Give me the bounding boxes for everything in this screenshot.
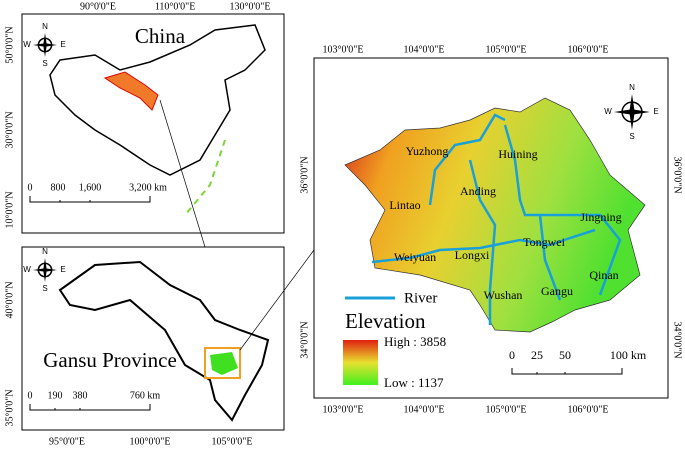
place-label: Yuzhong xyxy=(406,144,449,158)
scale-label: 380 xyxy=(73,390,88,401)
compass: N W E S xyxy=(604,83,658,141)
tick-label: 106°0'0"E xyxy=(568,404,609,415)
tick-label: 10°0'0"N xyxy=(4,191,15,228)
scale-label: 50 xyxy=(559,348,571,362)
tick-label: 104°0'0"E xyxy=(404,44,445,55)
connector xyxy=(239,249,315,351)
tick-label: 130°0'0"E xyxy=(230,1,271,12)
tick-label: 105°0'0"E xyxy=(486,404,527,415)
tick-label: 95°0'0"E xyxy=(49,436,85,447)
study-box xyxy=(204,347,241,379)
legend-title: Elevation xyxy=(345,309,426,333)
legend-label: Low : 1137 xyxy=(384,375,444,390)
scale-bar xyxy=(29,196,151,203)
compass: N W E S xyxy=(23,247,65,293)
scale-bar xyxy=(511,368,623,375)
compass-label: N xyxy=(42,247,48,256)
tick-label: 105°0'0"E xyxy=(486,44,527,55)
scale-bars xyxy=(29,196,623,411)
study-area xyxy=(344,97,646,333)
river xyxy=(428,113,506,206)
tick-label: 35°0'0"N xyxy=(4,389,15,426)
place-label: Jingning xyxy=(580,210,621,224)
legend-label: River xyxy=(404,290,437,306)
tick-label: 110°0'0"E xyxy=(155,1,196,12)
place-label: Huining xyxy=(498,147,537,161)
compass-label: W xyxy=(23,40,31,49)
scale-label: 25 xyxy=(531,348,543,362)
compass-star xyxy=(33,258,57,282)
study-frame xyxy=(313,57,669,399)
tick-label: 50°0'0"N xyxy=(4,26,15,63)
tick-label: 90°0'0"E xyxy=(80,1,116,12)
china-frame xyxy=(21,13,285,234)
scale-label: 190 xyxy=(48,390,63,401)
gansu-frame xyxy=(21,246,285,431)
compass-star xyxy=(614,94,650,130)
compass-label: S xyxy=(42,59,47,68)
china-outline xyxy=(49,24,266,176)
rivers xyxy=(371,113,622,325)
tick-label: 34°0'0"N xyxy=(672,321,683,358)
scale-label: 1,600 xyxy=(79,182,102,193)
compass: N W E S xyxy=(23,22,65,68)
tick-label: 100°0'0"E xyxy=(130,436,171,447)
connector xyxy=(159,99,206,248)
compass-label: E xyxy=(653,107,658,116)
scale-label: 100 km xyxy=(610,348,647,362)
tick-label: 36°0'0"N xyxy=(299,156,310,193)
tick-label: 40°0'0"N xyxy=(4,281,15,318)
compass-label: E xyxy=(60,265,65,274)
legend-ramp xyxy=(343,340,378,385)
title: China xyxy=(135,24,186,48)
river xyxy=(538,214,562,301)
tick-label: 36°0'0"N xyxy=(672,156,683,193)
tick-label: 103°0'0"E xyxy=(323,44,364,55)
place-label: Lintao xyxy=(389,198,420,212)
scale-label: 800 xyxy=(51,182,66,193)
gansu-outline xyxy=(58,260,270,422)
tick-label: 106°0'0"E xyxy=(568,44,609,55)
title: Gansu Province xyxy=(43,348,177,372)
place-label: Qinan xyxy=(589,268,618,282)
scale-label: 0 xyxy=(28,390,33,401)
river xyxy=(468,159,497,325)
compass-star xyxy=(33,33,57,57)
compass-label: W xyxy=(604,107,612,116)
legend-label: High : 3858 xyxy=(384,334,446,349)
place-label: Gangu xyxy=(541,284,573,298)
place-label: Tongwei xyxy=(523,235,565,249)
tick-label: 30°0'0"N xyxy=(4,111,15,148)
gansu-highlight xyxy=(103,71,159,111)
compass-label: N xyxy=(42,22,48,31)
tick-label: 103°0'0"E xyxy=(323,404,364,415)
tick-label: 104°0'0"E xyxy=(404,404,445,415)
boundary-line xyxy=(184,139,226,216)
scale-bar xyxy=(29,404,151,411)
scale-label: 3,200 km xyxy=(129,182,167,193)
river xyxy=(503,124,622,296)
tick-label: 105°0'0"E xyxy=(212,436,253,447)
place-label: Wushan xyxy=(484,288,523,302)
compass-label: S xyxy=(629,132,634,141)
tick-label: 34°0'0"N xyxy=(299,321,310,358)
study-mini xyxy=(210,352,238,375)
compass-label: W xyxy=(23,265,31,274)
compass-label: E xyxy=(60,40,65,49)
scale-label: 0 xyxy=(509,348,515,362)
river xyxy=(371,228,596,264)
scale-label: 760 km xyxy=(130,390,161,401)
compass-label: S xyxy=(42,284,47,293)
compass-label: N xyxy=(629,83,635,92)
place-label: Longxi xyxy=(455,248,490,262)
scale-label: 0 xyxy=(28,182,33,193)
place-label: Anding xyxy=(460,184,496,198)
place-label: Weiyuan xyxy=(394,250,436,264)
